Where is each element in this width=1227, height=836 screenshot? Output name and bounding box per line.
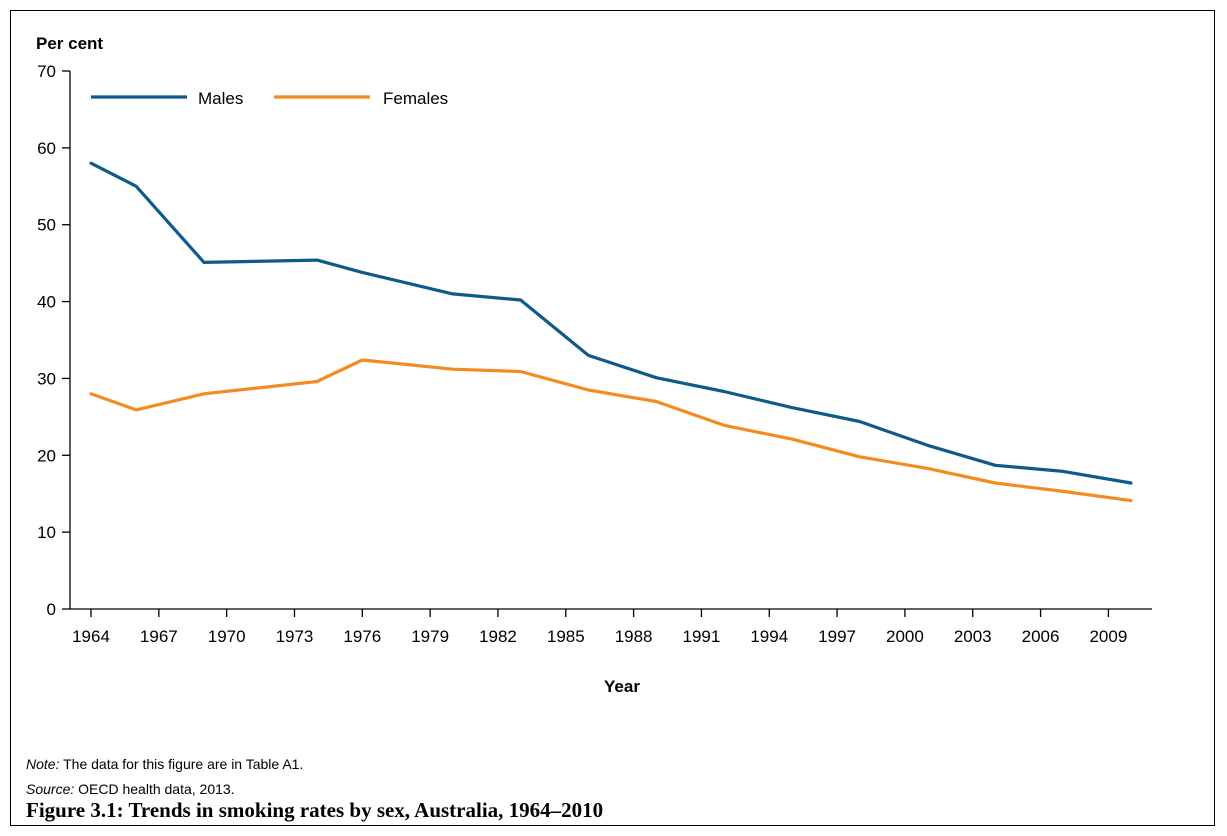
legend-label-males: Males — [198, 89, 243, 108]
x-tick-label: 1970 — [208, 627, 246, 646]
legend-label-females: Females — [383, 89, 448, 108]
x-tick-label: 1976 — [343, 627, 381, 646]
y-tick-label: 30 — [37, 369, 56, 388]
y-tick-label: 60 — [37, 139, 56, 158]
x-tick-label: 1985 — [547, 627, 585, 646]
note-label: Note: — [26, 756, 60, 772]
x-tick-label: 2009 — [1089, 627, 1127, 646]
y-axis-label: Per cent — [36, 34, 103, 53]
x-tick-label: 1994 — [750, 627, 788, 646]
figure-note: Note: The data for this figure are in Ta… — [26, 756, 303, 772]
y-tick-label: 20 — [37, 446, 56, 465]
figure-caption: Figure 3.1: Trends in smoking rates by s… — [26, 798, 604, 822]
x-tick-label: 1997 — [818, 627, 856, 646]
series-line-males — [89, 161, 1133, 485]
figure-source: Source: OECD health data, 2013. — [26, 781, 235, 797]
y-tick-label: 0 — [47, 600, 56, 619]
x-tick-label: 1979 — [411, 627, 449, 646]
figure-frame — [10, 10, 1215, 826]
y-tick-label: 40 — [37, 293, 56, 312]
y-tick-label: 50 — [37, 216, 56, 235]
x-tick-label: 2006 — [1022, 627, 1060, 646]
x-tick-label: 1964 — [72, 627, 110, 646]
y-tick-label: 10 — [37, 523, 56, 542]
x-tick-label: 2000 — [886, 627, 924, 646]
source-text: OECD health data, 2013. — [78, 781, 235, 797]
x-axis-label: Year — [604, 677, 640, 696]
x-tick-label: 1991 — [683, 627, 721, 646]
y-tick-label: 70 — [37, 62, 56, 81]
x-tick-label: 1982 — [479, 627, 517, 646]
x-tick-label: 1967 — [140, 627, 178, 646]
x-tick-label: 1973 — [276, 627, 314, 646]
source-label: Source: — [26, 781, 75, 797]
x-tick-label: 1988 — [615, 627, 653, 646]
note-text: The data for this figure are in Table A1… — [63, 756, 304, 772]
x-tick-label: 2003 — [954, 627, 992, 646]
series-line-females — [89, 358, 1133, 503]
